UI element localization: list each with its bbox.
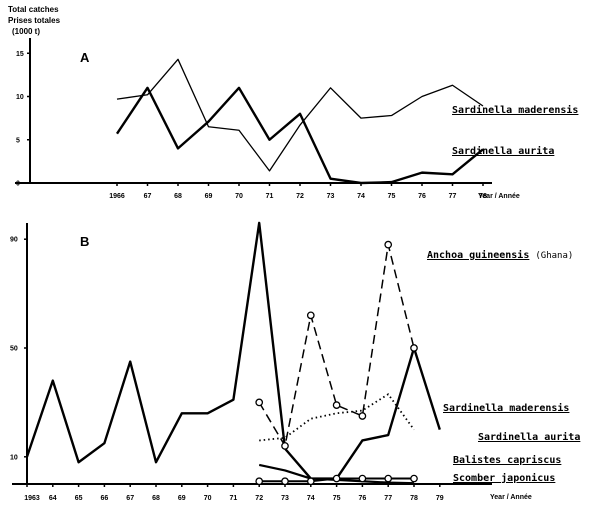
panel-b-x-tick-label: 72	[255, 495, 263, 502]
panel-b-series-marker-4	[255, 477, 264, 486]
panel-b-x-tick-label: 68	[152, 495, 160, 502]
panel-a-x-tick-label: 73	[327, 193, 335, 200]
panel-a-series-line-1	[116, 86, 484, 185]
panel-a-x-tick-label: 75	[388, 193, 396, 200]
panel-a-x-tick-label: 68	[174, 193, 182, 200]
panel-a-x-tick-label: 1966	[109, 193, 125, 200]
panel-b-x-tick-label: 64	[49, 495, 57, 502]
panel-b-x-tick-label: 74	[307, 495, 315, 502]
panel-b-x-tick-label: 77	[384, 495, 392, 502]
panel-a-y-tick-label: 10	[16, 94, 24, 101]
panel-b-label-anchoa-note: (Ghana)	[535, 251, 573, 261]
panel-a-label-s-aurita: Sardinella aurita	[452, 145, 554, 157]
panel-b-series-marker-1	[281, 442, 289, 450]
panel-b-x-tick-label: 71	[230, 495, 238, 502]
panel-b-series-marker-4	[410, 474, 418, 483]
panel-b-series-marker-1	[255, 398, 264, 407]
panel-b-x-tick-label: 78	[410, 495, 418, 502]
panel-a: A 0 5 10 15 1966 67 68 69 70 71 72 73 74 75 76 77 78 Ye…	[15, 38, 578, 200]
panel-b-x-tick-label: 1963	[24, 495, 40, 502]
panel-b-x-tick-label: 79	[436, 495, 444, 502]
panel-b-x-tick-label: 76	[359, 495, 367, 502]
panel-b-series-marker-4	[281, 477, 289, 486]
y-title-line-2: Prises totales	[8, 16, 61, 25]
panel-a-y-tick-label: 15	[16, 51, 24, 58]
panel-b-label-balistes: Balistes capriscus	[453, 454, 561, 466]
y-title-line-1: Total catches	[8, 5, 59, 14]
panel-b-series-marker-1	[384, 240, 393, 249]
panel-a-label-s-maderensis: Sardinella maderensis	[452, 104, 578, 116]
panel-b-series-marker-4	[306, 477, 315, 486]
panel-a-x-tick-label: 72	[296, 193, 304, 200]
panel-b-label-s-maderensis: Sardinella maderensis	[443, 402, 569, 414]
panel-a-x-tick-label: 69	[205, 193, 213, 200]
panel-a-x-axis-label: Year / Année	[478, 193, 520, 200]
panel-a-x-tick-label: 71	[266, 193, 274, 200]
panel-b-x-tick-label: 70	[204, 495, 212, 502]
panel-b-series-marker-4	[384, 474, 393, 483]
panel-b-y-tick-label: 90	[10, 237, 18, 244]
panel-b-x-tick-label: 67	[126, 495, 134, 502]
panel-a-x-tick-label: 67	[144, 193, 152, 200]
panel-a-x-tick-label: 76	[418, 193, 426, 200]
panel-b-x-axis-label: Year / Année	[490, 494, 532, 501]
panel-a-x-tick-label: 78	[479, 193, 487, 200]
panel-a-x-tick-label: 77	[449, 193, 457, 200]
panel-b-y-tick-label: 50	[10, 346, 18, 353]
panel-b-series-marker-1	[332, 401, 341, 409]
panel-b-series-line-0	[25, 221, 441, 480]
panel-a-label: A	[80, 50, 90, 65]
panel-b-series-line-2	[259, 393, 415, 442]
panel-b-series-marker-1	[410, 344, 418, 352]
panel-b-series-marker-1	[306, 311, 315, 320]
panel-b-x-tick-label: 69	[178, 495, 186, 502]
panel-a-y-tick-label: 5	[16, 137, 20, 144]
panel-a-x-tick-label: 74	[357, 193, 365, 200]
panel-b-x-tick-label: 75	[333, 495, 341, 502]
panel-a-series-line-0	[116, 58, 484, 172]
panel-b-x-tick-label: 73	[281, 495, 289, 502]
panel-b-label-anchoa-name: Anchoa guineensis	[427, 249, 529, 261]
panel-b-series-marker-4	[358, 474, 367, 483]
panel-b-y-tick-label: 10	[10, 454, 18, 461]
panel-b-series-marker-4	[332, 474, 341, 483]
panel-b-series-marker-1	[358, 412, 367, 420]
panel-b-label-s-aurita: Sardinella aurita	[478, 431, 580, 443]
panel-b: B 10 50 90 1963 64 65 66 67 68 69 70 71 72 73 74 75 76 7…	[10, 221, 580, 502]
panel-a-x-tick-label: 70	[235, 193, 243, 200]
panel-b-x-tick-label: 65	[75, 495, 83, 502]
y-title-line-3: (1000 t)	[12, 27, 40, 36]
panel-b-x-tick-label: 66	[101, 495, 109, 502]
panel-b-label-scomber: Scomber japonicus	[453, 472, 555, 484]
panel-b-label: B	[80, 234, 89, 249]
panel-a-y-tick-label: 0	[16, 181, 20, 188]
panel-b-label-anchoa: Anchoa guineensis (Ghana)	[427, 249, 573, 261]
